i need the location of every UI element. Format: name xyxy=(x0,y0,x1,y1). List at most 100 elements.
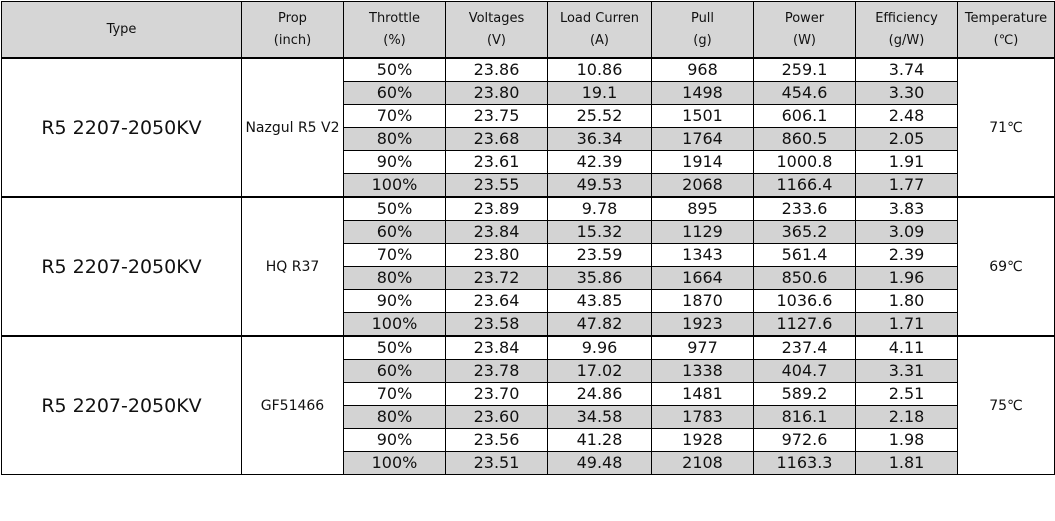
header-label: Type xyxy=(106,21,137,37)
header-label: Voltages xyxy=(468,10,525,26)
header-load-current: Load Curren (A) xyxy=(547,1,652,59)
voltage-cell: 23.80 xyxy=(445,243,548,267)
type-cell: R5 2207-2050KV xyxy=(1,196,242,337)
voltage-cell: 23.70 xyxy=(445,382,548,406)
header-temperature: Temperature (℃) xyxy=(957,1,1055,59)
header-row: Type Prop (inch) Throttle (%) Voltages (V) Load… xyxy=(1,1,1055,59)
table-row: 100% 23.51 49.48 2108 1163.3 1.81 xyxy=(2,451,1055,475)
current-cell: 41.28 xyxy=(547,428,652,452)
header-label: Efficiency xyxy=(875,10,938,26)
pull-cell: 1764 xyxy=(651,127,754,151)
efficiency-cell: 2.51 xyxy=(855,382,958,406)
table-row: 90% 23.56 41.28 1928 972.6 1.98 xyxy=(2,428,1055,452)
table-row: 80% 23.60 34.58 1783 816.1 2.18 xyxy=(2,405,1055,429)
power-cell: 233.6 xyxy=(753,196,856,221)
temperature-cell: 75℃ xyxy=(957,335,1055,475)
table-row: 80% 23.68 36.34 1764 860.5 2.05 xyxy=(2,127,1055,151)
throttle-cell: 90% xyxy=(343,289,446,313)
power-cell: 816.1 xyxy=(753,405,856,429)
voltage-cell: 23.56 xyxy=(445,428,548,452)
throttle-cell: 60% xyxy=(343,359,446,383)
pull-cell: 968 xyxy=(651,57,754,82)
current-cell: 49.48 xyxy=(547,451,652,475)
header-type: Type xyxy=(1,1,242,59)
header-label: Throttle xyxy=(369,10,420,26)
current-cell: 43.85 xyxy=(547,289,652,313)
voltage-cell: 23.72 xyxy=(445,266,548,290)
header-unit: (inch) xyxy=(273,32,312,48)
power-cell: 1000.8 xyxy=(753,150,856,174)
current-cell: 34.58 xyxy=(547,405,652,429)
efficiency-cell: 3.31 xyxy=(855,359,958,383)
efficiency-cell: 1.80 xyxy=(855,289,958,313)
prop-cell: HQ R37 xyxy=(241,196,344,337)
pull-cell: 2068 xyxy=(651,173,754,198)
efficiency-cell: 2.18 xyxy=(855,405,958,429)
header-label: Load Curren xyxy=(559,10,640,26)
current-cell: 9.96 xyxy=(547,335,652,360)
voltage-cell: 23.68 xyxy=(445,127,548,151)
type-cell: R5 2207-2050KV xyxy=(1,57,242,198)
efficiency-cell: 1.81 xyxy=(855,451,958,475)
pull-cell: 1498 xyxy=(651,81,754,105)
table-row: 100% 23.58 47.82 1923 1127.6 1.71 xyxy=(2,312,1055,337)
throttle-cell: 100% xyxy=(343,173,446,198)
header-unit: (W) xyxy=(793,32,816,48)
table-row: R5 2207-2050KV HQ R37 50% 23.89 9.78 895 233.6… xyxy=(1,196,1055,337)
voltage-cell: 23.64 xyxy=(445,289,548,313)
header-pull: Pull (g) xyxy=(651,1,754,59)
pull-cell: 977 xyxy=(651,335,754,360)
table-row: 60% 23.80 19.1 1498 454.6 3.30 xyxy=(2,81,1055,105)
current-cell: 25.52 xyxy=(547,104,652,128)
current-cell: 23.59 xyxy=(547,243,652,267)
voltage-cell: 23.84 xyxy=(445,220,548,244)
current-cell: 10.86 xyxy=(547,57,652,82)
power-cell: 561.4 xyxy=(753,243,856,267)
throttle-cell: 90% xyxy=(343,150,446,174)
header-unit: (g/W) xyxy=(888,32,925,48)
power-cell: 1163.3 xyxy=(753,451,856,475)
power-cell: 237.4 xyxy=(753,335,856,360)
current-cell: 19.1 xyxy=(547,81,652,105)
efficiency-cell: 2.05 xyxy=(855,127,958,151)
pull-cell: 1129 xyxy=(651,220,754,244)
pull-cell: 1664 xyxy=(651,266,754,290)
header-unit: (g) xyxy=(693,32,712,48)
throttle-cell: 60% xyxy=(343,81,446,105)
throttle-cell: 50% xyxy=(343,196,446,221)
throttle-cell: 70% xyxy=(343,243,446,267)
power-cell: 1166.4 xyxy=(753,173,856,198)
table-body: R5 2207-2050KV Nazgul R5 V2 50% 23.86 10.86 9… xyxy=(1,57,1055,475)
throttle-cell: 80% xyxy=(343,266,446,290)
table-row: 100% 23.55 49.53 2068 1166.4 1.77 xyxy=(2,173,1055,198)
throttle-cell: 100% xyxy=(343,451,446,475)
efficiency-cell: 2.39 xyxy=(855,243,958,267)
pull-cell: 1783 xyxy=(651,405,754,429)
efficiency-cell: 1.77 xyxy=(855,173,958,198)
voltage-cell: 23.80 xyxy=(445,81,548,105)
header-efficiency: Efficiency (g/W) xyxy=(855,1,958,59)
motor-test-table: Type Prop (inch) Throttle (%) Voltages (V) Load… xyxy=(1,1,1055,475)
header-label: Pull xyxy=(690,10,715,26)
throttle-cell: 80% xyxy=(343,127,446,151)
table-row: 90% 23.61 42.39 1914 1000.8 1.91 xyxy=(2,150,1055,174)
power-cell: 972.6 xyxy=(753,428,856,452)
pull-cell: 1870 xyxy=(651,289,754,313)
temperature-cell: 69℃ xyxy=(957,196,1055,337)
header-label: Power xyxy=(784,10,825,26)
header-unit: (V) xyxy=(486,32,507,48)
table-row: R5 2207-2050KV Nazgul R5 V2 50% 23.86 10.86 9… xyxy=(1,57,1055,198)
pull-cell: 1928 xyxy=(651,428,754,452)
pull-cell: 1923 xyxy=(651,312,754,337)
power-cell: 454.6 xyxy=(753,81,856,105)
power-cell: 259.1 xyxy=(753,57,856,82)
voltage-cell: 23.61 xyxy=(445,150,548,174)
pull-cell: 1501 xyxy=(651,104,754,128)
efficiency-cell: 4.11 xyxy=(855,335,958,360)
current-cell: 49.53 xyxy=(547,173,652,198)
power-cell: 404.7 xyxy=(753,359,856,383)
efficiency-cell: 3.74 xyxy=(855,57,958,82)
power-cell: 606.1 xyxy=(753,104,856,128)
power-cell: 850.6 xyxy=(753,266,856,290)
pull-cell: 1481 xyxy=(651,382,754,406)
